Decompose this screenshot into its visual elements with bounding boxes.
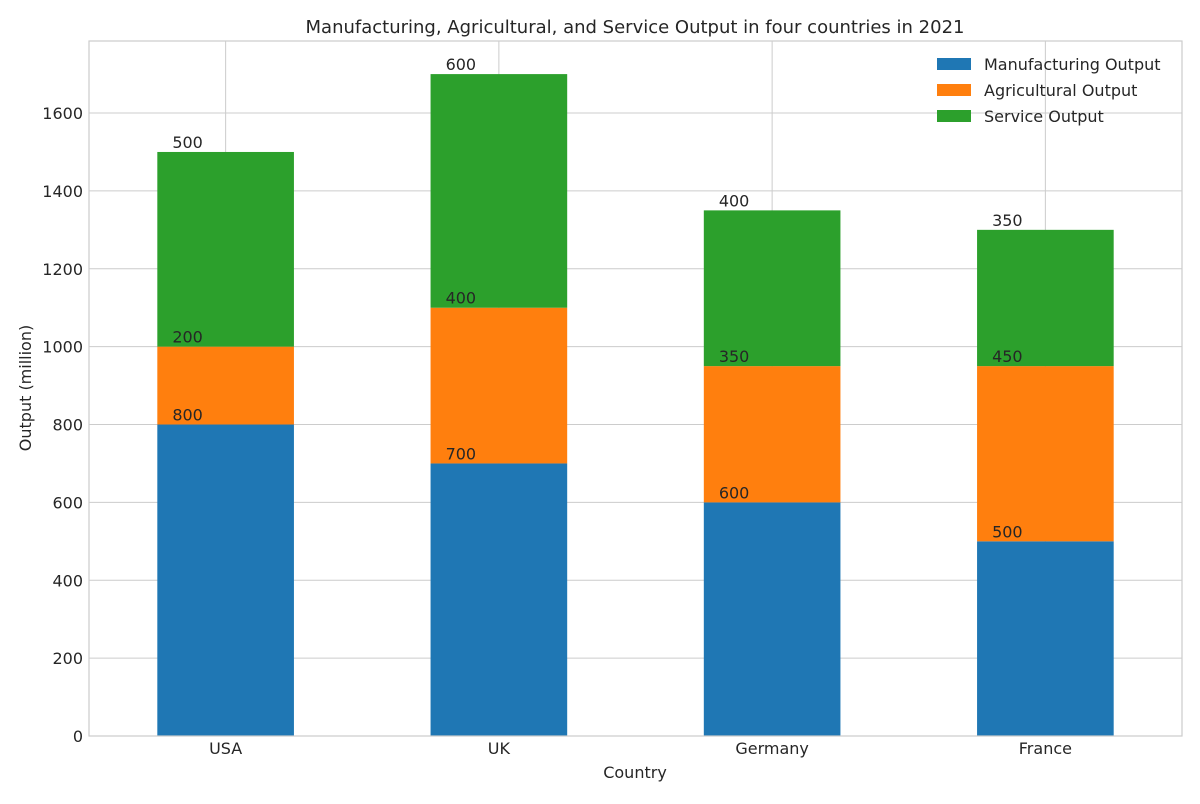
bar-segment xyxy=(157,151,294,347)
bar-segment xyxy=(430,463,568,736)
y-tick-label: 1400 xyxy=(42,182,83,201)
legend-label: Manufacturing Output xyxy=(984,55,1161,74)
y-axis-label: Output (million) xyxy=(16,325,35,451)
legend-label: Service Output xyxy=(984,107,1104,126)
x-tick-label: UK xyxy=(488,739,511,758)
x-tick-label: France xyxy=(1019,739,1072,758)
bar-segment xyxy=(703,210,841,367)
legend-swatch xyxy=(937,58,971,70)
legend-swatch xyxy=(937,84,971,96)
y-tick-label: 1200 xyxy=(42,260,83,279)
y-tick-label: 0 xyxy=(73,727,83,746)
bar-segment xyxy=(977,541,1114,736)
legend-swatch xyxy=(937,110,971,122)
x-axis-label: Country xyxy=(603,763,667,782)
data-label: 450 xyxy=(992,347,1023,366)
bars xyxy=(157,74,1114,736)
x-tick-label: USA xyxy=(209,739,242,758)
data-label: 600 xyxy=(446,55,477,74)
bar-segment xyxy=(157,346,294,425)
bar-segment xyxy=(977,366,1114,542)
x-tick-label: Germany xyxy=(735,739,809,758)
y-tick-label: 400 xyxy=(52,571,83,590)
axes: 0 200 400 600 800 1000 1200 1400 1600 USA UK German… xyxy=(42,40,1183,758)
y-tick-label: 800 xyxy=(52,416,83,435)
bar-segment xyxy=(157,424,294,736)
y-tick-label: 600 xyxy=(52,493,83,512)
y-tick-label: 1000 xyxy=(42,338,83,357)
y-tick-label: 1600 xyxy=(42,104,83,123)
y-tick-label: 200 xyxy=(52,649,83,668)
bar-segment xyxy=(703,502,841,736)
bar-segment xyxy=(430,307,568,464)
plot-frame xyxy=(88,40,1183,737)
data-label: 350 xyxy=(719,347,750,366)
data-label: 400 xyxy=(719,191,750,210)
data-label: 500 xyxy=(172,133,203,152)
bar-segment xyxy=(703,366,841,503)
data-label: 500 xyxy=(992,522,1023,541)
data-label: 800 xyxy=(172,406,203,425)
data-label: 350 xyxy=(992,211,1023,230)
legend-label: Agricultural Output xyxy=(984,81,1137,100)
chart-title: Manufacturing, Agricultural, and Service… xyxy=(306,17,965,38)
data-label: 200 xyxy=(172,328,203,347)
data-label: 700 xyxy=(446,444,477,463)
data-label: 600 xyxy=(719,483,750,502)
data-label: 400 xyxy=(446,289,477,308)
data-labels: 800 200 500 700 400 600 600 350 400 500 450 350 xyxy=(172,55,1022,541)
bar-segment xyxy=(430,74,568,308)
legend: Manufacturing Output Agricultural Output S… xyxy=(937,55,1161,126)
bar-segment xyxy=(977,229,1114,367)
